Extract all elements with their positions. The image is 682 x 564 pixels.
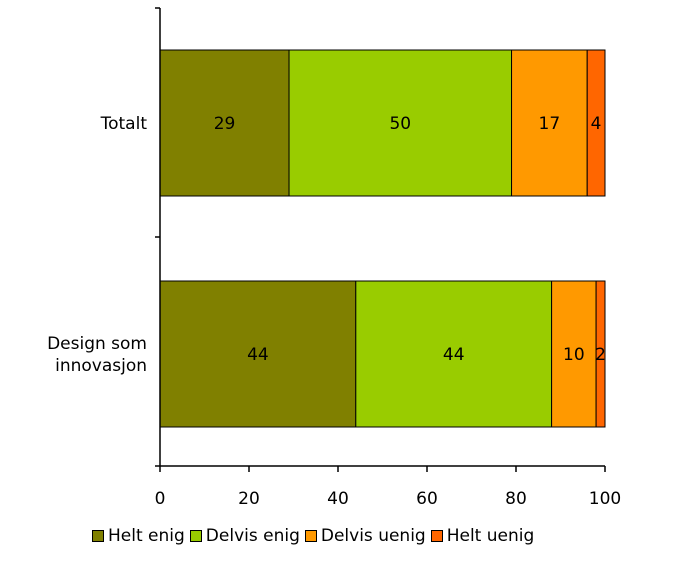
legend: Helt enig Delvis enig Delvis uenig Helt … [92, 526, 539, 546]
bar-segment [551, 280, 597, 428]
legend-item-helt-uenig: Helt uenig [430, 526, 535, 546]
legend-label-helt-enig: Helt enig [108, 526, 185, 546]
bar-segment [595, 280, 606, 428]
data-label: 2 [595, 345, 606, 365]
stacked-bar-chart: 29 50 17 4 Totalt 44 44 10 2 Design sominnovasjon… [47, 7, 621, 509]
x-tick-label: 100 [589, 489, 621, 509]
legend-swatch-delvis-enig [189, 530, 202, 542]
legend-label-delvis-uenig: Delvis uenig [320, 526, 426, 546]
legend-label-delvis-enig: Delvis enig [205, 526, 300, 546]
legend-item-delvis-enig: Delvis enig [189, 526, 300, 546]
bar-segment [355, 280, 553, 428]
data-label: 29 [214, 114, 236, 134]
legend-label-helt-uenig: Helt uenig [446, 526, 535, 546]
x-tick-label: 60 [416, 489, 438, 509]
category-label: Totalt [100, 114, 148, 134]
data-label: 4 [591, 114, 602, 134]
legend-item-delvis-uenig: Delvis uenig [304, 526, 426, 546]
category-label: innovasjon [55, 356, 147, 376]
x-tick-label: 20 [238, 489, 260, 509]
legend-swatch-delvis-uenig [304, 530, 317, 542]
legend-item-helt-enig: Helt enig [92, 526, 185, 546]
data-label: 17 [539, 114, 561, 134]
bar-segment [511, 49, 588, 197]
data-label: 44 [247, 345, 269, 365]
x-tick-label: 40 [327, 489, 349, 509]
bar-segment [159, 280, 357, 428]
x-tick-label: 80 [505, 489, 527, 509]
bar-segment [159, 49, 290, 197]
bar-segment [288, 49, 513, 197]
bar-segment [586, 49, 606, 197]
data-label: 10 [563, 345, 585, 365]
category-label: Design som [47, 334, 147, 354]
data-label: 44 [443, 345, 465, 365]
x-tick-label: 0 [155, 489, 166, 509]
legend-swatch-helt-uenig [430, 530, 443, 542]
data-label: 50 [389, 114, 411, 134]
legend-swatch-helt-enig [92, 530, 104, 542]
